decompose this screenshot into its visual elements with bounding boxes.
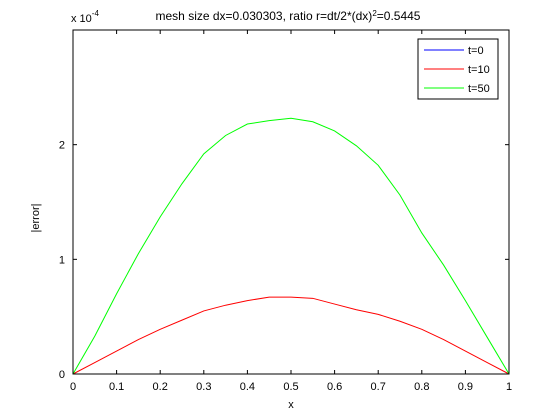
chart-title: mesh size dx=0.030303, ratio r=dt/2*(dx)… <box>156 9 421 24</box>
x-tick-label: 0.2 <box>153 381 168 393</box>
y-axis-multiplier-exponent: -4 <box>92 9 100 18</box>
y-tick-label: 1 <box>59 254 65 266</box>
x-tick-label: 0.7 <box>371 381 386 393</box>
x-tick-label: 0 <box>70 381 76 393</box>
plot-frame <box>72 29 510 375</box>
x-tick-label: 0.1 <box>109 381 124 393</box>
y-axis-label: |error| <box>30 204 42 233</box>
chart-title-superscript: 2 <box>372 9 377 18</box>
x-axis-label: x <box>288 399 294 411</box>
legend-entry-2: t=50 <box>468 83 490 95</box>
chart-title-prefix: mesh size dx=0.030303, ratio r=dt/2*(dx) <box>156 9 373 23</box>
series-line-1 <box>72 296 510 375</box>
legend-entry-0: t=0 <box>468 45 484 57</box>
x-tick-label: 0.8 <box>414 381 429 393</box>
y-tick-label: 0 <box>59 369 65 381</box>
legend-entry-1: t=10 <box>468 64 490 76</box>
x-tick-label: 0.6 <box>327 381 342 393</box>
legend: t=0 t=10 t=50 <box>417 38 499 100</box>
x-tick-label: 0.4 <box>240 381 255 393</box>
series-line-2 <box>72 117 510 375</box>
x-tick-label: 1 <box>506 381 512 393</box>
x-tick-label: 0.9 <box>458 381 473 393</box>
y-axis-multiplier: x 10-4 <box>71 9 99 25</box>
y-axis-multiplier-base: x 10 <box>71 13 92 25</box>
chart-title-suffix: =0.5445 <box>377 9 421 23</box>
x-tick-label: 0.5 <box>283 381 298 393</box>
x-tick-label: 0.3 <box>196 381 211 393</box>
y-tick-label: 2 <box>59 140 65 152</box>
